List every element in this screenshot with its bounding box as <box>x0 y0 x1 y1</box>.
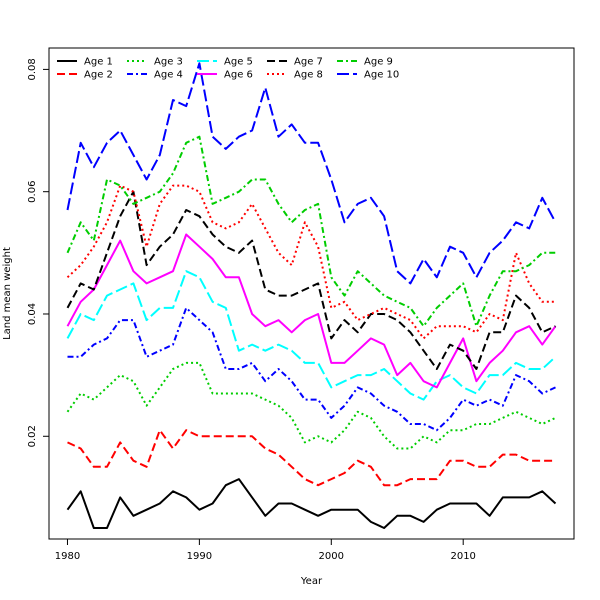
legend-label: Age 9 <box>364 57 393 68</box>
x-axis: 1980 1990 2000 2010 <box>55 538 476 562</box>
x-tick-label: 2010 <box>450 551 475 562</box>
y-tick-label: 0.02 <box>27 425 38 447</box>
y-tick-label: 0.06 <box>27 181 38 203</box>
series-line-10 <box>66 62 557 285</box>
series-line-4 <box>67 306 556 432</box>
series-line-1 <box>66 478 557 529</box>
series-line-2 <box>67 429 556 487</box>
x-tick-label: 1980 <box>55 551 80 562</box>
x-tick-label: 2000 <box>319 551 344 562</box>
legend: Age 1 Age 2 Age 3 Age 4 Age 5 Age 6 Age 7 Age 8… <box>57 57 399 81</box>
legend-label: Age 4 <box>154 70 183 81</box>
series-lines <box>66 62 557 529</box>
y-tick-label: 0.04 <box>27 303 38 325</box>
series-line-7 <box>66 190 556 370</box>
series-line-6 <box>66 233 557 389</box>
legend-label: Age 3 <box>154 57 183 68</box>
legend-label: Age 5 <box>224 57 253 68</box>
legend-label: Age 2 <box>84 70 113 81</box>
series-line-8 <box>66 184 556 340</box>
legend-label: Age 7 <box>294 57 323 68</box>
y-axis-title: Land mean weight <box>2 247 13 340</box>
y-tick-label: 0.08 <box>27 58 38 80</box>
legend-label: Age 1 <box>84 57 113 68</box>
series-line-9 <box>66 135 556 328</box>
legend-label: Age 8 <box>294 70 323 81</box>
x-axis-title: Year <box>300 576 323 587</box>
legend-label: Age 10 <box>364 70 399 81</box>
legend-label: Age 6 <box>224 70 253 81</box>
x-tick-label: 1990 <box>187 551 212 562</box>
series-line-5 <box>66 270 557 401</box>
y-axis: 0.02 0.04 0.06 0.08 <box>27 58 50 447</box>
